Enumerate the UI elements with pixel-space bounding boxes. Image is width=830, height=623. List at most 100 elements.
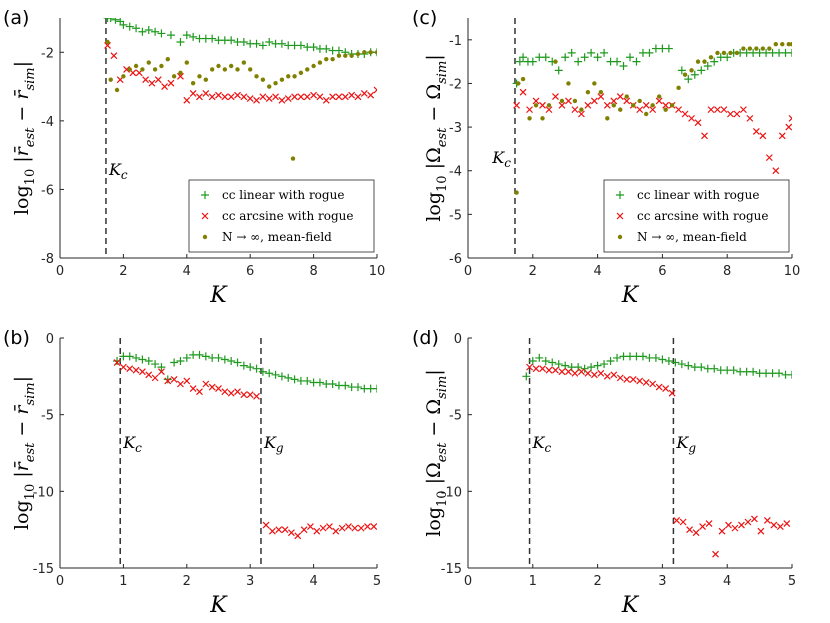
meanfield-point	[235, 67, 240, 72]
meanfield-point	[520, 76, 526, 82]
arcsine-point	[370, 523, 377, 531]
linear-point	[587, 363, 596, 372]
arcsine-point	[746, 114, 754, 122]
legend-plus-icon	[201, 191, 209, 199]
meanfield-point	[292, 74, 297, 79]
arcsine-point	[616, 374, 624, 382]
y-tick-label: -1	[449, 34, 462, 49]
linear-point	[195, 350, 204, 359]
meanfield-point	[305, 67, 310, 72]
y-label-part: |Ω	[423, 462, 445, 490]
y-label-part: r̄	[11, 404, 33, 415]
arcsine-point	[208, 93, 216, 101]
arcsine-point	[610, 97, 618, 105]
y-tick-label: -15	[33, 562, 54, 577]
meanfield-point	[605, 116, 610, 121]
linear-point	[528, 57, 537, 66]
arcsine-point	[675, 106, 683, 114]
linear-point	[697, 363, 706, 372]
arcsine-point	[284, 95, 292, 102]
arcsine-point	[240, 391, 248, 399]
y-label-part: − Ω	[423, 84, 445, 128]
x-tick-label: 8	[723, 264, 731, 279]
y-tick-label: 0	[454, 332, 462, 347]
linear-point	[227, 36, 236, 45]
meanfield-point	[624, 94, 629, 99]
x-tick-label: 5	[373, 574, 381, 589]
linear-point	[626, 53, 634, 62]
meanfield-point	[663, 107, 668, 112]
linear-point	[710, 364, 719, 373]
panel-label: (b)	[3, 327, 30, 349]
meanfield-point	[241, 60, 247, 65]
arcsine-point	[164, 377, 172, 385]
vline-label-main: K	[675, 433, 689, 452]
legend-plus-icon	[616, 191, 624, 199]
x-tick-label: 2	[183, 574, 191, 589]
linear-point	[252, 39, 261, 48]
x-tick-label: 1	[119, 574, 127, 589]
arcsine-point	[278, 96, 286, 104]
arcsine-point	[526, 363, 533, 371]
x-tick-label: 2	[593, 574, 601, 589]
series-plus	[512, 44, 792, 88]
vline-label-main: K	[122, 433, 136, 452]
linear-point	[103, 18, 112, 22]
y-label-part: 10	[435, 490, 450, 507]
meanfield-point	[592, 81, 597, 86]
meanfield-point	[669, 103, 675, 108]
y-label-part: est	[435, 127, 450, 147]
meanfield-point	[546, 103, 552, 108]
meanfield-point	[540, 116, 545, 121]
linear-point	[163, 375, 172, 384]
linear-point	[328, 380, 337, 388]
meanfield-point	[715, 50, 720, 56]
meanfield-point	[767, 46, 772, 51]
arcsine-point	[629, 375, 637, 383]
meanfield-point	[216, 63, 221, 69]
y-label-part: r̄	[11, 145, 33, 156]
arcsine-point	[208, 383, 216, 391]
arcsine-point	[552, 93, 559, 100]
vline-label: Kc	[491, 148, 511, 170]
linear-point	[233, 358, 242, 367]
meanfield-point	[368, 50, 373, 55]
x-tick-label: 2	[119, 264, 127, 279]
y-label-part: |	[11, 376, 33, 382]
arcsine-point	[739, 106, 747, 114]
series-plus	[113, 350, 377, 393]
y-tick-label: -8	[41, 252, 54, 267]
arcsine-point	[360, 90, 368, 97]
linear-point	[710, 57, 719, 66]
data-marks	[113, 350, 377, 540]
arcsine-point	[123, 66, 130, 73]
arcsine-point	[610, 371, 618, 379]
linear-point	[322, 44, 331, 53]
vline-label: Kg	[263, 433, 284, 455]
meanfield-point	[689, 68, 694, 73]
arcsine-point	[603, 101, 611, 109]
arcsine-point	[727, 110, 734, 118]
arcsine-point	[364, 523, 371, 531]
y-label-part: |	[11, 61, 33, 67]
linear-point	[541, 53, 550, 62]
meanfield-point	[631, 103, 636, 108]
arcsine-point	[316, 93, 324, 101]
linear-point	[684, 75, 693, 84]
panel-label: (d)	[412, 327, 439, 349]
linear-point	[182, 353, 191, 362]
arcsine-point	[642, 379, 650, 386]
arcsine-point	[227, 389, 235, 397]
data-marks	[522, 352, 792, 558]
linear-point	[788, 370, 792, 379]
linear-point	[541, 357, 550, 365]
arcsine-point	[221, 388, 229, 396]
x-axis-label: K	[209, 283, 228, 308]
arcsine-point	[571, 106, 579, 114]
arcsine-point	[138, 368, 146, 376]
arcsine-point	[215, 91, 222, 99]
y-label-part: |	[11, 471, 33, 483]
arcsine-point	[307, 523, 314, 531]
arcsine-point	[132, 366, 140, 374]
arcsine-point	[338, 524, 346, 532]
